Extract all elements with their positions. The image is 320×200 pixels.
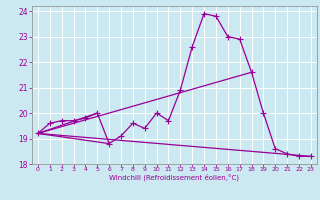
X-axis label: Windchill (Refroidissement éolien,°C): Windchill (Refroidissement éolien,°C) [109,174,239,181]
